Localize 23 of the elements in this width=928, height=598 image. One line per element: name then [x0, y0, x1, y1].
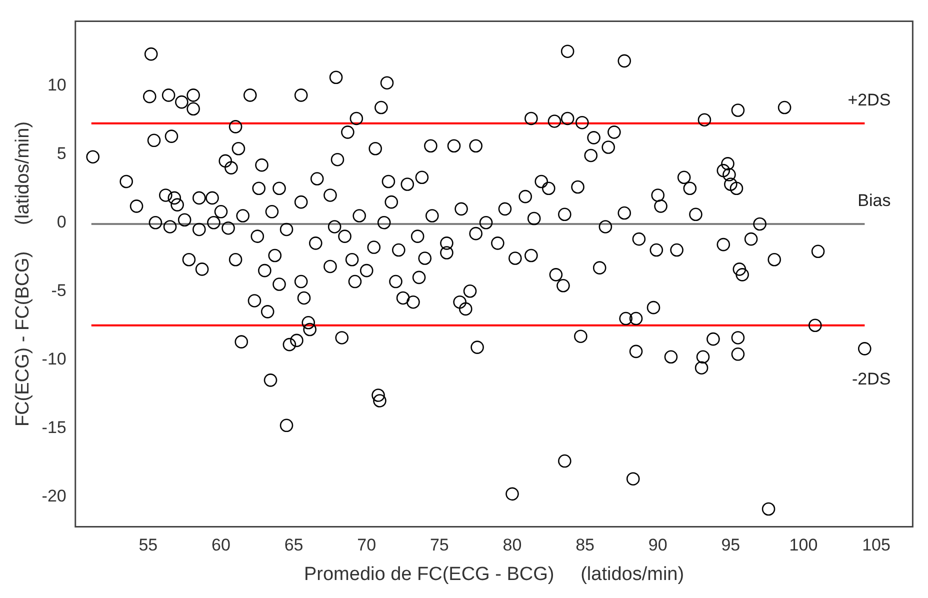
y-tick-label: 5 [56, 144, 66, 163]
y-tick-label: 10 [47, 75, 66, 94]
x-tick-label: 90 [648, 536, 668, 555]
x-tick-label: 75 [430, 536, 449, 555]
x-tick-label: 80 [502, 536, 522, 555]
x-tick-label: 70 [357, 536, 376, 555]
ref-line-label: -2DS [852, 370, 891, 389]
x-tick-label: 55 [138, 536, 158, 555]
y-tick-label: -10 [42, 349, 66, 368]
ref-line-label: Bias [858, 191, 891, 210]
x-tick-label: 95 [721, 536, 740, 555]
y-tick-label: -20 [42, 486, 66, 506]
y-axis-title: FC(ECG) - FC(BCG) (latidos/min) [12, 121, 34, 427]
x-tick-label: 105 [862, 536, 890, 555]
x-tick-label: 65 [284, 536, 304, 555]
ref-line-label: +2DS [848, 90, 891, 110]
y-tick-label: -5 [51, 280, 66, 300]
x-tick-label: 60 [212, 536, 230, 555]
x-tick-label: 85 [576, 536, 595, 555]
x-axis-title: Promedio de FC(ECG - BCG) (latidos/min) [304, 564, 684, 585]
x-tick-label: 100 [789, 536, 818, 555]
y-tick-label: 0 [56, 212, 66, 232]
y-tick-label: -15 [42, 418, 66, 437]
